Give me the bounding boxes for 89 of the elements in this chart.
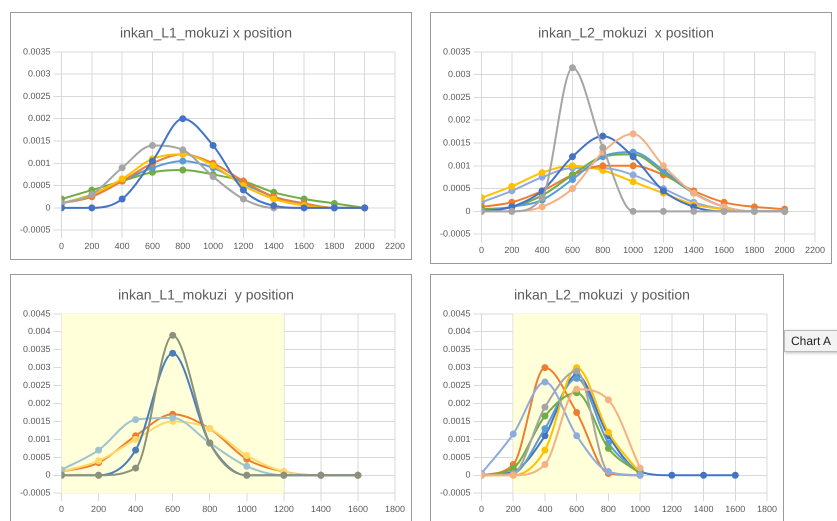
y-tick-label: 0.0005 xyxy=(442,183,471,194)
chart-title: inkan_L1_mokuzi y position xyxy=(118,286,294,302)
x-tick-label: 0 xyxy=(59,241,64,252)
x-tick-label: 1400 xyxy=(684,245,704,256)
y-tick-label: 0.0025 xyxy=(22,380,51,390)
y-tick-label: 0.003 xyxy=(448,362,471,372)
y-tick-label: 0 xyxy=(46,470,51,480)
y-tick-label: 0.001 xyxy=(448,160,471,170)
text: Chart A xyxy=(784,330,837,352)
x-tick-label: 0 xyxy=(59,504,64,514)
x-tick-label: 600 xyxy=(564,245,580,256)
y-tick-label: 0.0015 xyxy=(442,137,471,148)
y-tick-label: 0.0005 xyxy=(442,452,471,462)
y-tick-label: -0.0005 xyxy=(440,488,471,498)
y-tick-label: 0.001 xyxy=(28,158,51,168)
x-tick-label: 1800 xyxy=(744,245,764,256)
x-tick-label: 1200 xyxy=(662,504,682,514)
x-tick-label: 1400 xyxy=(264,241,284,252)
x-tick-label: 1000 xyxy=(630,504,650,514)
x-tick-label: 800 xyxy=(175,241,190,252)
x-tick-label: 1400 xyxy=(310,504,331,514)
x-tick-label: 800 xyxy=(600,504,616,514)
y-tick-label: 0.003 xyxy=(448,69,471,80)
y-tick-label: 0.0015 xyxy=(442,416,471,426)
y-tick-label: 0.0005 xyxy=(22,180,51,190)
chart-title: inkan_L2_mokuzi x position xyxy=(538,24,714,40)
y-tick-label: 0.0025 xyxy=(22,90,51,101)
y-tick-label: 0.003 xyxy=(28,362,51,372)
y-tick-label: -0.0005 xyxy=(440,228,471,239)
y-tick-label: 0.0035 xyxy=(22,344,51,354)
y-tick-label: 0.0005 xyxy=(22,452,51,462)
y-tick-label: 0.001 xyxy=(28,434,51,444)
x-tick-label: 400 xyxy=(537,504,552,514)
y-tick-label: 0.0015 xyxy=(22,135,51,146)
y-tick-label: 0.0035 xyxy=(442,46,471,56)
chart-title: inkan_L1_mokuzi x position xyxy=(120,24,292,40)
y-tick-label: 0.003 xyxy=(28,68,51,79)
x-tick-label: 200 xyxy=(504,245,520,256)
chart-title: inkan_L2_mokuzi y position xyxy=(514,286,690,302)
y-tick-label: 0.0035 xyxy=(22,46,51,56)
x-tick-label: 1600 xyxy=(725,504,746,514)
x-tick-label: 400 xyxy=(128,504,144,514)
y-tick-label: 0.0015 xyxy=(22,416,51,426)
x-tick-label: 1200 xyxy=(274,504,294,514)
x-tick-label: 400 xyxy=(114,241,130,252)
y-tick-label: 0.0035 xyxy=(442,344,471,354)
x-tick-label: 0 xyxy=(479,504,484,514)
x-tick-label: 1600 xyxy=(294,241,314,252)
y-tick-label: 0.002 xyxy=(448,114,471,125)
x-tick-label: 2000 xyxy=(354,241,375,252)
y-tick-label: 0.0025 xyxy=(442,380,471,390)
x-tick-label: 1000 xyxy=(236,504,257,514)
x-tick-label: 600 xyxy=(569,504,584,514)
y-tick-label: 0.002 xyxy=(448,398,471,408)
x-tick-label: 2000 xyxy=(774,245,795,256)
x-tick-label: 1000 xyxy=(203,241,224,252)
x-tick-label: 600 xyxy=(144,241,160,252)
x-tick-label: 0 xyxy=(479,245,484,256)
x-tick-label: 1800 xyxy=(324,241,344,252)
y-tick-label: 0.004 xyxy=(28,326,51,336)
x-tick-label: 1600 xyxy=(714,245,734,256)
y-tick-label: 0.001 xyxy=(448,434,471,444)
x-tick-label: 800 xyxy=(595,245,610,256)
y-tick-label: -0.0005 xyxy=(20,488,51,498)
x-tick-label: 2200 xyxy=(804,245,826,256)
x-tick-label: 400 xyxy=(534,245,550,256)
x-tick-label: 600 xyxy=(165,504,180,514)
x-tick-label: 1200 xyxy=(653,245,674,256)
x-tick-label: 1200 xyxy=(233,241,254,252)
x-tick-label: 1800 xyxy=(384,504,406,514)
y-tick-label: 0.0045 xyxy=(22,308,51,318)
y-tick-label: 0 xyxy=(466,206,471,216)
x-tick-label: 1800 xyxy=(756,504,778,514)
y-tick-label: 0.0025 xyxy=(442,92,471,102)
y-tick-label: 0 xyxy=(466,470,471,480)
y-tick-label: 0.002 xyxy=(28,113,51,124)
y-tick-label: 0.002 xyxy=(28,398,51,408)
y-tick-label: -0.0005 xyxy=(20,224,51,235)
x-tick-label: 2200 xyxy=(384,241,406,252)
x-tick-label: 200 xyxy=(91,504,106,514)
x-tick-label: 1400 xyxy=(694,504,714,514)
y-tick-label: 0.0045 xyxy=(442,308,471,318)
x-tick-label: 1000 xyxy=(623,245,644,256)
y-tick-label: 0.004 xyxy=(448,326,471,336)
x-tick-label: 800 xyxy=(202,504,218,514)
y-tick-label: 0 xyxy=(46,202,51,212)
x-tick-label: 200 xyxy=(84,241,100,252)
x-tick-label: 200 xyxy=(506,504,521,514)
x-tick-label: 1600 xyxy=(348,504,368,514)
